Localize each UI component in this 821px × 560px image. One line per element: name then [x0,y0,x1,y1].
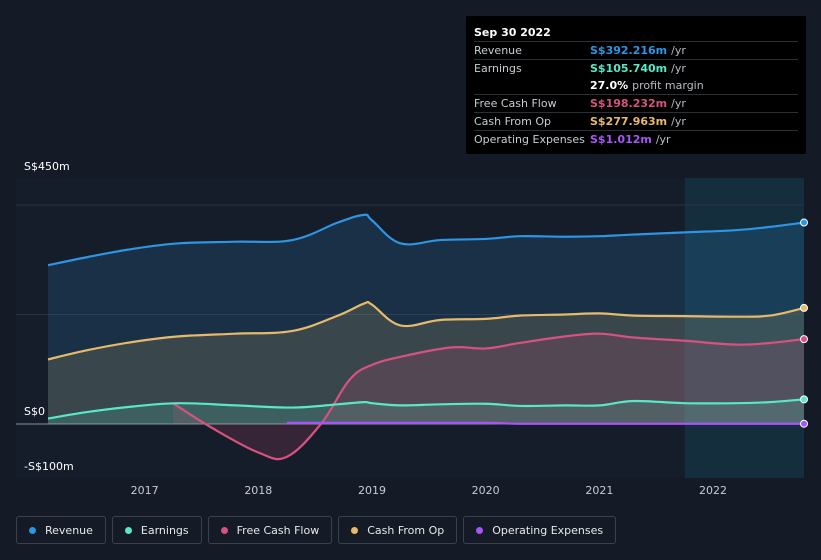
cash-from-op-area [48,301,804,424]
legend-label: Earnings [140,523,189,537]
free-cash-flow-dot-icon [220,526,228,534]
tooltip-row-margin: 27.0% profit margin [474,77,798,94]
legend-item-revenue[interactable]: Revenue [16,516,106,544]
operating-expenses-end-point [800,419,808,428]
legend-label: Revenue [45,523,93,537]
tooltip-value: S$105.740m [590,62,668,75]
x-tick-label: 2019 [358,484,386,497]
tooltip-value: S$392.216m [590,44,668,57]
plot-background [16,178,804,478]
forecast-highlight-band [684,178,804,478]
cash-from-op-end-point [800,303,808,312]
tooltip-value: S$1.012m [590,133,652,146]
legend: Revenue Earnings Free Cash Flow Cash Fro… [16,516,617,544]
tooltip-label: Cash From Op [474,115,552,128]
y-label-zero: S$0 [24,405,45,418]
tooltip-unit: /yr [671,44,686,57]
tooltip-row-revenue: Revenue S$392.216m /yr [474,41,798,59]
earnings-dot-icon [124,526,132,534]
chart: 2017 2018 2019 2020 2021 2022 [16,178,808,497]
tooltip-row-opex: Operating Expenses S$1.012m /yr [474,130,798,148]
tooltip-row-cfo: Cash From Op S$277.963m /yr [474,112,798,130]
x-tick-label: 2017 [131,484,159,497]
legend-label: Free Cash Flow [236,523,320,537]
x-tick-label: 2021 [585,484,613,497]
earnings-line [47,398,805,420]
y-label-bottom: -S$100m [24,460,74,473]
tooltip-unit: /yr [671,97,686,110]
tooltip-label: Free Cash Flow [474,97,557,110]
legend-item-free-cash-flow[interactable]: Free Cash Flow [207,516,333,544]
x-tick-label: 2022 [699,484,727,497]
revenue-area [48,214,804,424]
tooltip-label: Revenue [474,44,522,57]
revenue-end-point [800,218,808,227]
x-tick-label: 2018 [244,484,272,497]
revenue-dot-icon [29,526,36,534]
tooltip-unit: profit margin [632,79,704,92]
tooltip-label: Earnings [474,62,522,75]
earnings-end-point [800,395,808,404]
legend-item-operating-expenses[interactable]: Operating Expenses [463,516,617,544]
cash-from-op-line [47,300,805,361]
data-tooltip: Sep 30 2022 Revenue S$392.216m /yr Earni… [466,16,806,154]
cash-from-op-dot-icon [351,526,359,534]
revenue-line [47,213,805,267]
tooltip-unit: /yr [671,62,686,75]
tooltip-unit: /yr [671,115,686,128]
y-label-top: S$450m [24,160,70,173]
free-cash-flow-line [172,332,805,461]
legend-item-earnings[interactable]: Earnings [111,516,202,544]
x-tick-label: 2020 [472,484,500,497]
operating-expenses-dot-icon [476,526,484,534]
operating-expenses-line [286,421,804,425]
free-cash-flow-area [173,333,805,460]
tooltip-unit: /yr [655,133,671,146]
legend-label: Operating Expenses [492,523,604,537]
tooltip-label: Operating Expenses [474,133,585,146]
legend-item-cash-from-op[interactable]: Cash From Op [338,516,458,544]
free-cash-flow-end-point [800,335,808,344]
tooltip-row-fcf: Free Cash Flow S$198.232m /yr [474,94,798,112]
tooltip-value: S$277.963m [590,115,668,128]
tooltip-date: Sep 30 2022 [474,26,551,39]
tooltip-value: S$198.232m [590,97,668,110]
tooltip-value: 27.0% [590,79,629,92]
tooltip-row-earnings: Earnings S$105.740m /yr [474,59,798,77]
legend-label: Cash From Op [367,523,445,537]
